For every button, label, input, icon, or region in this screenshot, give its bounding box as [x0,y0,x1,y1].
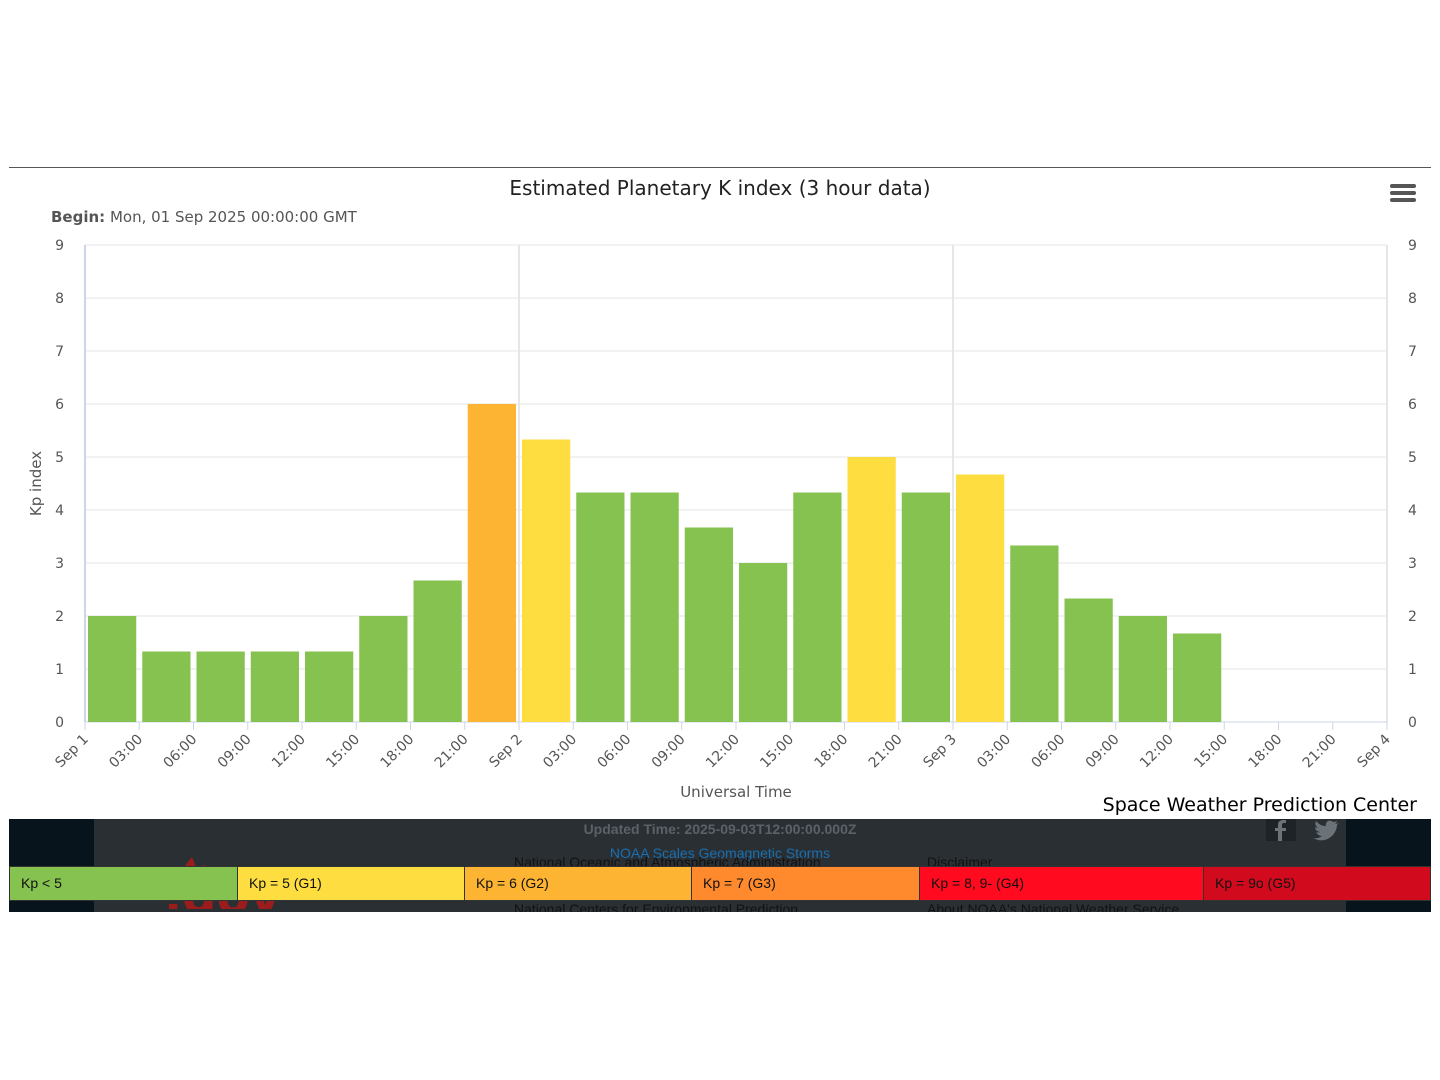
y-axis-title: Kp index [27,451,45,516]
y-tick-label-left: 7 [55,344,64,360]
x-tick-label: 21:00 [1300,732,1340,772]
chart-menu-button[interactable] [1390,184,1416,208]
x-tick-label: 06:00 [594,732,634,772]
credit-text: Space Weather Prediction Center [1102,794,1417,816]
y-tick-label-left: 8 [55,291,64,307]
x-tick-label: 03:00 [974,732,1014,772]
kp-bar [305,651,354,722]
y-tick-label-left: 5 [55,450,64,466]
kp-bar [847,457,896,722]
x-tick-label: 09:00 [649,732,689,772]
x-tick-label: 15:00 [757,732,797,772]
y-tick-label-left: 1 [55,662,64,678]
hamburger-icon-line [1390,184,1416,188]
x-tick-label: 18:00 [377,732,417,772]
kp-bar [250,651,299,722]
y-tick-label-left: 0 [55,715,64,731]
kp-bar [1064,598,1113,722]
kp-bar [1010,545,1059,722]
kp-bar [413,580,462,722]
footer-link-about-nws[interactable]: About NOAA's National Weather Service [927,901,1180,912]
kp-bar [88,616,137,722]
chart-subtitle: Begin: Mon, 01 Sep 2025 00:00:00 GMT [51,208,357,226]
kp-bar [956,474,1005,722]
facebook-icon[interactable] [1266,819,1296,841]
kp-scale-segment: Kp = 5 (G1) [237,866,464,901]
x-tick-label: Sep 4 [1354,731,1393,770]
x-tick-label: Sep 2 [486,732,525,771]
x-tick-label: 03:00 [106,732,146,772]
y-tick-label-right: 9 [1408,238,1417,254]
x-tick-label: Sep 3 [920,732,959,771]
y-tick-label-right: 2 [1408,609,1417,625]
y-tick-label-left: 3 [55,556,64,572]
kp-bar [684,527,733,722]
kp-scale-segment: Kp = 6 (G2) [464,866,691,901]
x-axis-title: Universal Time [680,783,792,801]
subtitle-value: Mon, 01 Sep 2025 00:00:00 GMT [109,208,357,226]
y-tick-label-left: 4 [55,503,64,519]
x-tick-label: 12:00 [703,732,743,772]
kp-bar [901,492,950,722]
kp-bar [793,492,842,722]
x-tick-label: 12:00 [269,732,309,772]
kp-scale-segment: Kp = 9o (G5) [1203,866,1431,901]
y-tick-label-left: 2 [55,609,64,625]
noaa-scales-link[interactable]: NOAA Scales Geomagnetic Storms [609,845,831,861]
y-tick-label-right: 3 [1408,556,1417,572]
x-tick-label: 18:00 [811,732,851,772]
y-tick-label-right: 5 [1408,450,1417,466]
y-tick-label-right: 6 [1408,397,1417,413]
chart-title: Estimated Planetary K index (3 hour data… [509,176,931,200]
x-tick-label: 15:00 [1191,732,1231,772]
x-tick-label: 03:00 [540,732,580,772]
twitter-icon[interactable] [1312,819,1342,841]
x-tick-label: 06:00 [1028,732,1068,772]
y-tick-label-right: 1 [1408,662,1417,678]
hamburger-icon-line [1390,191,1416,195]
x-tick-label: 09:00 [215,732,255,772]
kp-bar [522,439,571,722]
kp-bar [359,616,408,722]
x-tick-label: 12:00 [1137,732,1177,772]
kp-bar [467,404,516,722]
subtitle-label: Begin: [51,208,106,226]
x-tick-label: 18:00 [1245,732,1285,772]
top-divider [9,167,1431,168]
x-tick-label: 06:00 [160,732,200,772]
y-tick-label-right: 8 [1408,291,1417,307]
kp-bar [196,651,245,722]
footer-link-ncep[interactable]: National Centers for Environmental Predi… [514,901,799,912]
x-tick-label: 21:00 [866,732,906,772]
y-tick-label-left: 9 [55,238,64,254]
y-tick-label-right: 7 [1408,344,1417,360]
x-tick-label: Sep 1 [52,732,91,771]
kp-bar [142,651,191,722]
updated-time: Updated Time: 2025-09-03T12:00:00.000Z [583,821,857,837]
kp-bar [630,492,679,722]
kp-bar [1173,633,1222,722]
kp-scale-segment: Kp < 5 [9,866,237,901]
kp-bar [739,563,788,722]
kp-bar-chart: 0 0 1 1 2 2 3 3 4 4 5 5 6 6 7 7 8 8 9 9 Sep 1 03:00 06:00 09:00… [27,238,1417,801]
kp-bar [576,492,625,722]
x-tick-label: 21:00 [432,732,472,772]
kp-scale-segment: Kp = 7 (G3) [691,866,919,901]
y-tick-label-left: 6 [55,397,64,413]
y-tick-label-right: 0 [1408,715,1417,731]
kp-scale-legend: Kp < 5 Kp = 5 (G1) Kp = 6 (G2) Kp = 7 (G3) K… [9,866,1431,901]
y-tick-label-right: 4 [1408,503,1417,519]
kp-scale-segment: Kp = 8, 9- (G4) [919,866,1203,901]
x-tick-label: 09:00 [1083,732,1123,772]
hamburger-icon-line [1390,198,1416,202]
x-tick-label: 15:00 [323,732,363,772]
kp-bar [1118,616,1167,722]
